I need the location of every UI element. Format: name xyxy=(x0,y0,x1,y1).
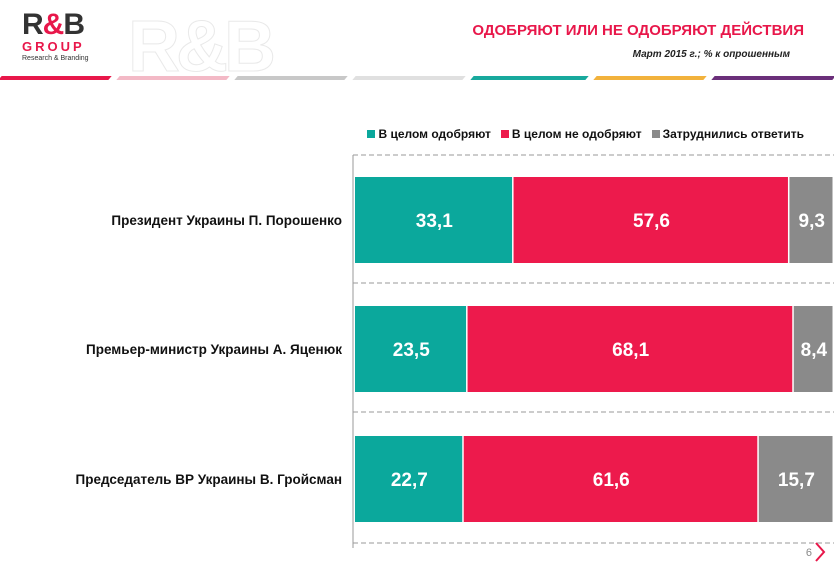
company-logo: R&B GROUP Research & Branding xyxy=(22,10,112,70)
legend-label-disapprove: В целом не одобряют xyxy=(511,127,642,141)
page-title: ОДОБРЯЮТ ИЛИ НЕ ОДОБРЯЮТ ДЕЙСТВИЯ xyxy=(472,22,804,39)
data-label-1-1: 68,1 xyxy=(612,340,649,361)
legend-label-approve: В целом одобряют xyxy=(378,127,491,141)
bar-segment-1-0 xyxy=(355,306,467,392)
watermark-logo: R&B xyxy=(128,7,277,88)
data-label-1-2: 8,4 xyxy=(801,340,828,361)
bar-segment-1-1 xyxy=(467,306,793,392)
legend-swatch-disapprove xyxy=(500,130,509,138)
bar-segment-1-2 xyxy=(793,306,833,392)
data-label-2-2: 15,7 xyxy=(778,470,815,491)
legend-swatch-undecided xyxy=(651,130,660,138)
legend-swatch-approve xyxy=(367,130,376,138)
bar-segment-2-0 xyxy=(355,436,463,522)
legend-item-approve: В целом одобряют xyxy=(367,127,491,141)
page-number: 6 xyxy=(805,547,812,559)
page-subtitle: Март 2015 г.; % к опрошенным xyxy=(632,49,790,60)
bar-segment-2-1 xyxy=(463,436,758,522)
data-label-2-0: 22,7 xyxy=(391,470,428,491)
category-label-2: Председатель ВР Украины В. Гройсман xyxy=(76,472,342,487)
legend-label-undecided: Затруднились ответить xyxy=(662,127,804,141)
data-label-2-1: 61,6 xyxy=(593,470,630,491)
data-label-0-1: 57,6 xyxy=(633,211,670,232)
logo-main: R&B xyxy=(22,8,85,41)
legend-item-undecided: Затруднились ответить xyxy=(651,127,804,141)
next-slide-chevron-icon[interactable] xyxy=(814,541,826,563)
data-label-0-2: 9,3 xyxy=(799,211,825,232)
data-label-0-0: 33,1 xyxy=(416,211,453,232)
category-label-0: Президент Украины П. Порошенко xyxy=(111,213,342,228)
bar-segment-0-0 xyxy=(355,177,513,263)
bar-segment-0-1 xyxy=(513,177,788,263)
category-label-1: Премьер-министр Украины А. Яценюк xyxy=(86,342,342,357)
logo-tagline: Research & Branding xyxy=(22,55,89,62)
data-label-1-0: 23,5 xyxy=(393,340,430,361)
chart-legend: В целом одобряют В целом не одобряют Зат… xyxy=(367,127,804,141)
bar-segment-0-2 xyxy=(789,177,833,263)
logo-group-text: GROUP xyxy=(22,39,85,54)
bar-segment-2-2 xyxy=(758,436,833,522)
legend-item-disapprove: В целом не одобряют xyxy=(500,127,642,141)
